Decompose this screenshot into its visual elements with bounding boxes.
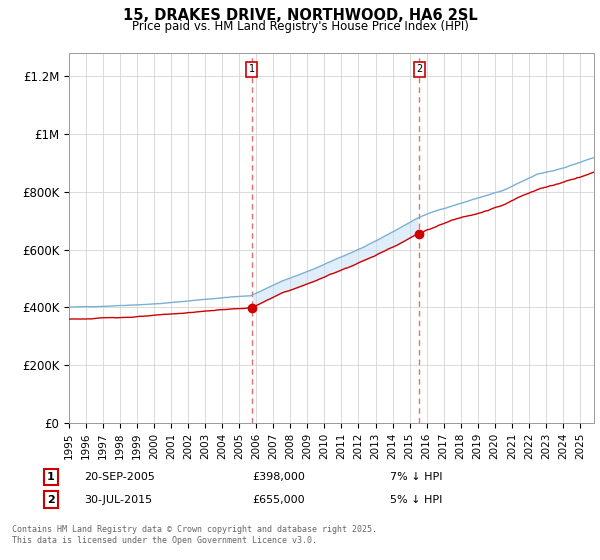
- Text: 5% ↓ HPI: 5% ↓ HPI: [390, 494, 442, 505]
- Text: 20-SEP-2005: 20-SEP-2005: [84, 472, 155, 482]
- Text: 7% ↓ HPI: 7% ↓ HPI: [390, 472, 443, 482]
- Text: Price paid vs. HM Land Registry's House Price Index (HPI): Price paid vs. HM Land Registry's House …: [131, 20, 469, 32]
- Text: 1: 1: [248, 64, 254, 74]
- Text: 2: 2: [47, 494, 55, 505]
- Text: 2: 2: [416, 64, 422, 74]
- Text: 30-JUL-2015: 30-JUL-2015: [84, 494, 152, 505]
- Text: £398,000: £398,000: [252, 472, 305, 482]
- Text: Contains HM Land Registry data © Crown copyright and database right 2025.
This d: Contains HM Land Registry data © Crown c…: [12, 525, 377, 545]
- Text: £655,000: £655,000: [252, 494, 305, 505]
- Text: 1: 1: [47, 472, 55, 482]
- Text: 15, DRAKES DRIVE, NORTHWOOD, HA6 2SL: 15, DRAKES DRIVE, NORTHWOOD, HA6 2SL: [122, 8, 478, 24]
